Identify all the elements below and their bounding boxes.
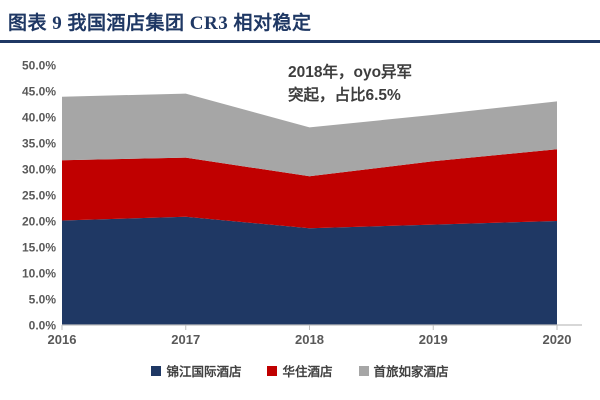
page-title: 图表 9 我国酒店集团 CR3 相对稳定 [8,13,312,34]
chart-legend: 锦江国际酒店 华住酒店 首旅如家酒店 [0,361,600,380]
legend-label-huazhu: 华住酒店 [282,365,333,379]
x-tick-label-2: 2018 [295,332,324,347]
legend-item-huazhu: 华住酒店 [267,361,333,380]
legend-item-btg: 首旅如家酒店 [358,361,449,380]
legend-swatch-jinjiang [151,365,162,376]
y-tick-label-3: 35.0% [22,137,56,151]
y-tick-label-10: 0.0% [29,319,57,333]
y-tick-label-7: 15.0% [22,241,56,255]
legend-item-jinjiang: 锦江国际酒店 [151,361,241,380]
chart-annotation: 2018年，oyo异军 突起，占比6.5% [288,61,412,108]
legend-label-btg: 首旅如家酒店 [373,365,449,379]
annotation-line-2: 突起，占比6.5% [288,87,401,105]
x-tick-label-4: 2020 [543,332,572,347]
area-series-0 [62,216,557,325]
header: 图表 9 我国酒店集团 CR3 相对稳定 [0,0,600,43]
y-tick-label-2: 40.0% [22,111,56,125]
y-tick-label-8: 10.0% [22,267,56,281]
y-tick-label-5: 25.0% [22,189,56,203]
chart-area: 50.0% 45.0% 40.0% 35.0% 30.0% 25.0% 20.0% 15.0%… [0,43,600,351]
y-tick-label-4: 30.0% [22,163,56,177]
x-tick-label-1: 2017 [171,332,200,347]
y-tick-label-6: 20.0% [22,215,56,229]
y-tick-label-1: 45.0% [22,85,56,99]
x-tick-label-0: 2016 [48,332,77,347]
area-series-2 [62,93,557,177]
legend-swatch-btg [358,365,369,376]
legend-label-jinjiang: 锦江国际酒店 [166,365,242,379]
y-tick-label-9: 5.0% [29,293,57,307]
annotation-line-1: 2018年，oyo异军 [288,64,413,81]
area-series-1 [62,149,557,229]
x-tick-label-3: 2019 [419,332,448,347]
legend-swatch-huazhu [267,365,278,376]
y-tick-label-0: 50.0% [22,59,56,73]
chart-svg: 50.0% 45.0% 40.0% 35.0% 30.0% 25.0% 20.0% 15.0%… [22,59,582,347]
